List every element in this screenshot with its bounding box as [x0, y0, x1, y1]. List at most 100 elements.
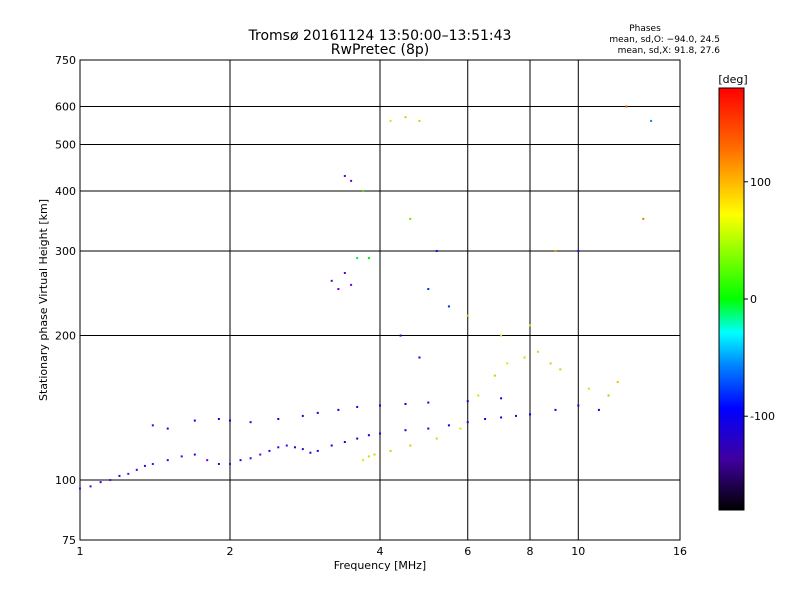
data-point: [404, 429, 407, 432]
data-point: [554, 408, 557, 411]
data-point: [362, 459, 365, 462]
data-point: [435, 250, 438, 253]
data-point: [616, 381, 619, 384]
data-point: [293, 446, 296, 449]
y-tick-label: 400: [55, 185, 76, 198]
colorbar-tick-label: 0: [750, 293, 757, 306]
data-point: [301, 448, 304, 451]
data-point: [607, 394, 610, 397]
x-axis-label: Frequency [MHz]: [334, 559, 426, 572]
data-point: [151, 424, 154, 427]
data-point: [389, 119, 392, 122]
data-point: [268, 449, 271, 452]
data-point: [466, 400, 469, 403]
data-point: [559, 368, 562, 371]
data-point: [217, 418, 220, 421]
data-point: [500, 334, 503, 337]
data-point: [367, 455, 370, 458]
y-tick-label: 600: [55, 101, 76, 114]
x-tick-label: 4: [377, 545, 384, 558]
colorbar-tick-label: 100: [750, 176, 771, 189]
x-tick-label: 2: [227, 545, 234, 558]
data-point: [529, 324, 531, 327]
data-point: [151, 462, 154, 465]
data-point: [309, 451, 312, 454]
data-point: [523, 356, 526, 359]
data-point: [343, 441, 346, 444]
chart-title: Tromsø 20161124 13:50:00–13:51:43: [248, 28, 512, 44]
x-tick-label: 1: [77, 545, 84, 558]
data-point: [229, 419, 231, 422]
data-point: [500, 397, 503, 400]
data-point: [109, 479, 112, 482]
y-tick-label: 200: [55, 330, 76, 343]
data-points: [79, 105, 653, 490]
data-point: [466, 421, 469, 424]
data-point: [89, 485, 92, 488]
data-point: [650, 119, 653, 122]
data-point: [330, 279, 333, 282]
data-point: [379, 432, 381, 435]
data-point: [477, 394, 480, 397]
x-tick-label: 8: [527, 545, 534, 558]
data-point: [206, 459, 209, 462]
data-point: [427, 288, 430, 291]
data-point: [330, 444, 333, 447]
data-point: [239, 459, 242, 462]
data-point: [587, 387, 590, 390]
data-point: [301, 414, 304, 417]
data-point: [554, 250, 557, 253]
info-line2: mean, sd,X: 91.8, 27.6: [618, 46, 721, 56]
plot-area: 1 2 4 6 8 10 16 75 100 200 300 400 500 600 750: [55, 54, 687, 558]
data-point: [118, 474, 121, 477]
data-point: [577, 250, 580, 253]
data-point: [277, 418, 280, 421]
data-point: [285, 444, 288, 447]
data-point: [362, 190, 365, 193]
data-point: [135, 468, 138, 471]
data-point: [427, 427, 430, 430]
data-point: [389, 449, 392, 452]
data-point: [79, 487, 81, 490]
data-point: [350, 283, 353, 286]
colorbar-label: [deg]: [718, 73, 747, 86]
data-point: [337, 288, 340, 291]
y-axis-label: Stationary phase Virtual Height [km]: [37, 199, 50, 401]
data-point: [529, 413, 531, 416]
data-point: [418, 119, 421, 122]
data-point: [435, 437, 438, 440]
info-line1: mean, sd,O: −94.0, 24.5: [609, 35, 720, 45]
data-point: [597, 408, 600, 411]
data-point: [249, 457, 252, 460]
x-tick-label: 10: [571, 545, 585, 558]
data-point: [506, 362, 509, 365]
data-point: [642, 217, 645, 220]
data-point: [277, 446, 280, 449]
data-point: [229, 462, 231, 465]
grid: [80, 60, 680, 540]
data-point: [356, 405, 359, 408]
data-point: [459, 427, 462, 430]
colorbar: [deg] 100 0 -100: [718, 73, 775, 511]
data-point: [418, 356, 421, 359]
x-tick-label: 16: [673, 545, 687, 558]
data-point: [466, 314, 469, 317]
data-point: [447, 424, 450, 427]
data-point: [343, 271, 346, 274]
y-tick-label: 75: [62, 534, 76, 547]
data-point: [249, 421, 252, 424]
data-point: [536, 350, 539, 353]
data-point: [356, 437, 359, 440]
data-point: [404, 116, 407, 119]
y-tick-label: 500: [55, 139, 76, 152]
data-point: [493, 374, 496, 377]
data-point: [193, 419, 196, 422]
data-point: [373, 453, 376, 456]
data-point: [447, 305, 450, 308]
data-point: [399, 334, 402, 337]
x-axis-ticks: 1 2 4 6 8 10 16: [77, 545, 688, 558]
x-tick-label: 6: [464, 545, 471, 558]
data-point: [143, 464, 146, 467]
data-point: [180, 455, 183, 458]
